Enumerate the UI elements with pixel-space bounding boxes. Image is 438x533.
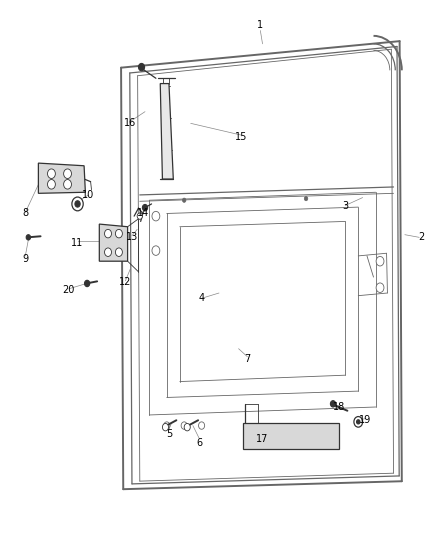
Circle shape <box>164 422 170 429</box>
Circle shape <box>47 180 55 189</box>
Text: 12: 12 <box>119 277 131 287</box>
Circle shape <box>181 422 187 429</box>
Circle shape <box>184 423 190 431</box>
Text: 10: 10 <box>82 190 95 200</box>
Circle shape <box>330 401 336 407</box>
Text: 19: 19 <box>359 415 371 425</box>
Circle shape <box>357 419 360 424</box>
Circle shape <box>116 229 122 238</box>
Circle shape <box>137 213 142 219</box>
Circle shape <box>304 197 308 201</box>
Circle shape <box>75 201 80 207</box>
Text: 13: 13 <box>126 232 138 243</box>
Circle shape <box>142 205 148 211</box>
Circle shape <box>64 169 71 179</box>
Circle shape <box>116 248 122 256</box>
Text: 11: 11 <box>71 238 84 248</box>
Circle shape <box>64 180 71 189</box>
Text: 6: 6 <box>196 438 202 448</box>
Circle shape <box>354 417 363 427</box>
Text: 20: 20 <box>63 285 75 295</box>
Circle shape <box>138 63 145 71</box>
Polygon shape <box>243 423 339 449</box>
Circle shape <box>183 198 186 203</box>
Circle shape <box>26 235 31 240</box>
Circle shape <box>376 256 384 266</box>
Text: 17: 17 <box>256 434 268 444</box>
Text: 9: 9 <box>22 254 28 263</box>
Text: 4: 4 <box>198 293 205 303</box>
Text: 7: 7 <box>244 354 251 364</box>
Circle shape <box>162 423 169 431</box>
Text: 18: 18 <box>332 402 345 412</box>
Circle shape <box>198 422 205 429</box>
Circle shape <box>47 169 55 179</box>
Text: 15: 15 <box>235 132 247 142</box>
Text: 16: 16 <box>124 118 136 128</box>
Polygon shape <box>39 163 85 193</box>
Text: 14: 14 <box>137 208 149 219</box>
Circle shape <box>72 197 83 211</box>
Polygon shape <box>99 224 127 261</box>
Text: 5: 5 <box>166 429 172 439</box>
Circle shape <box>85 280 90 287</box>
Text: 2: 2 <box>418 232 424 243</box>
Text: 8: 8 <box>22 208 28 219</box>
Text: 3: 3 <box>342 200 348 211</box>
Circle shape <box>105 229 112 238</box>
Text: 1: 1 <box>257 20 263 30</box>
Circle shape <box>376 283 384 293</box>
Polygon shape <box>160 84 173 179</box>
Circle shape <box>105 248 112 256</box>
Circle shape <box>152 212 160 221</box>
Circle shape <box>152 246 160 255</box>
